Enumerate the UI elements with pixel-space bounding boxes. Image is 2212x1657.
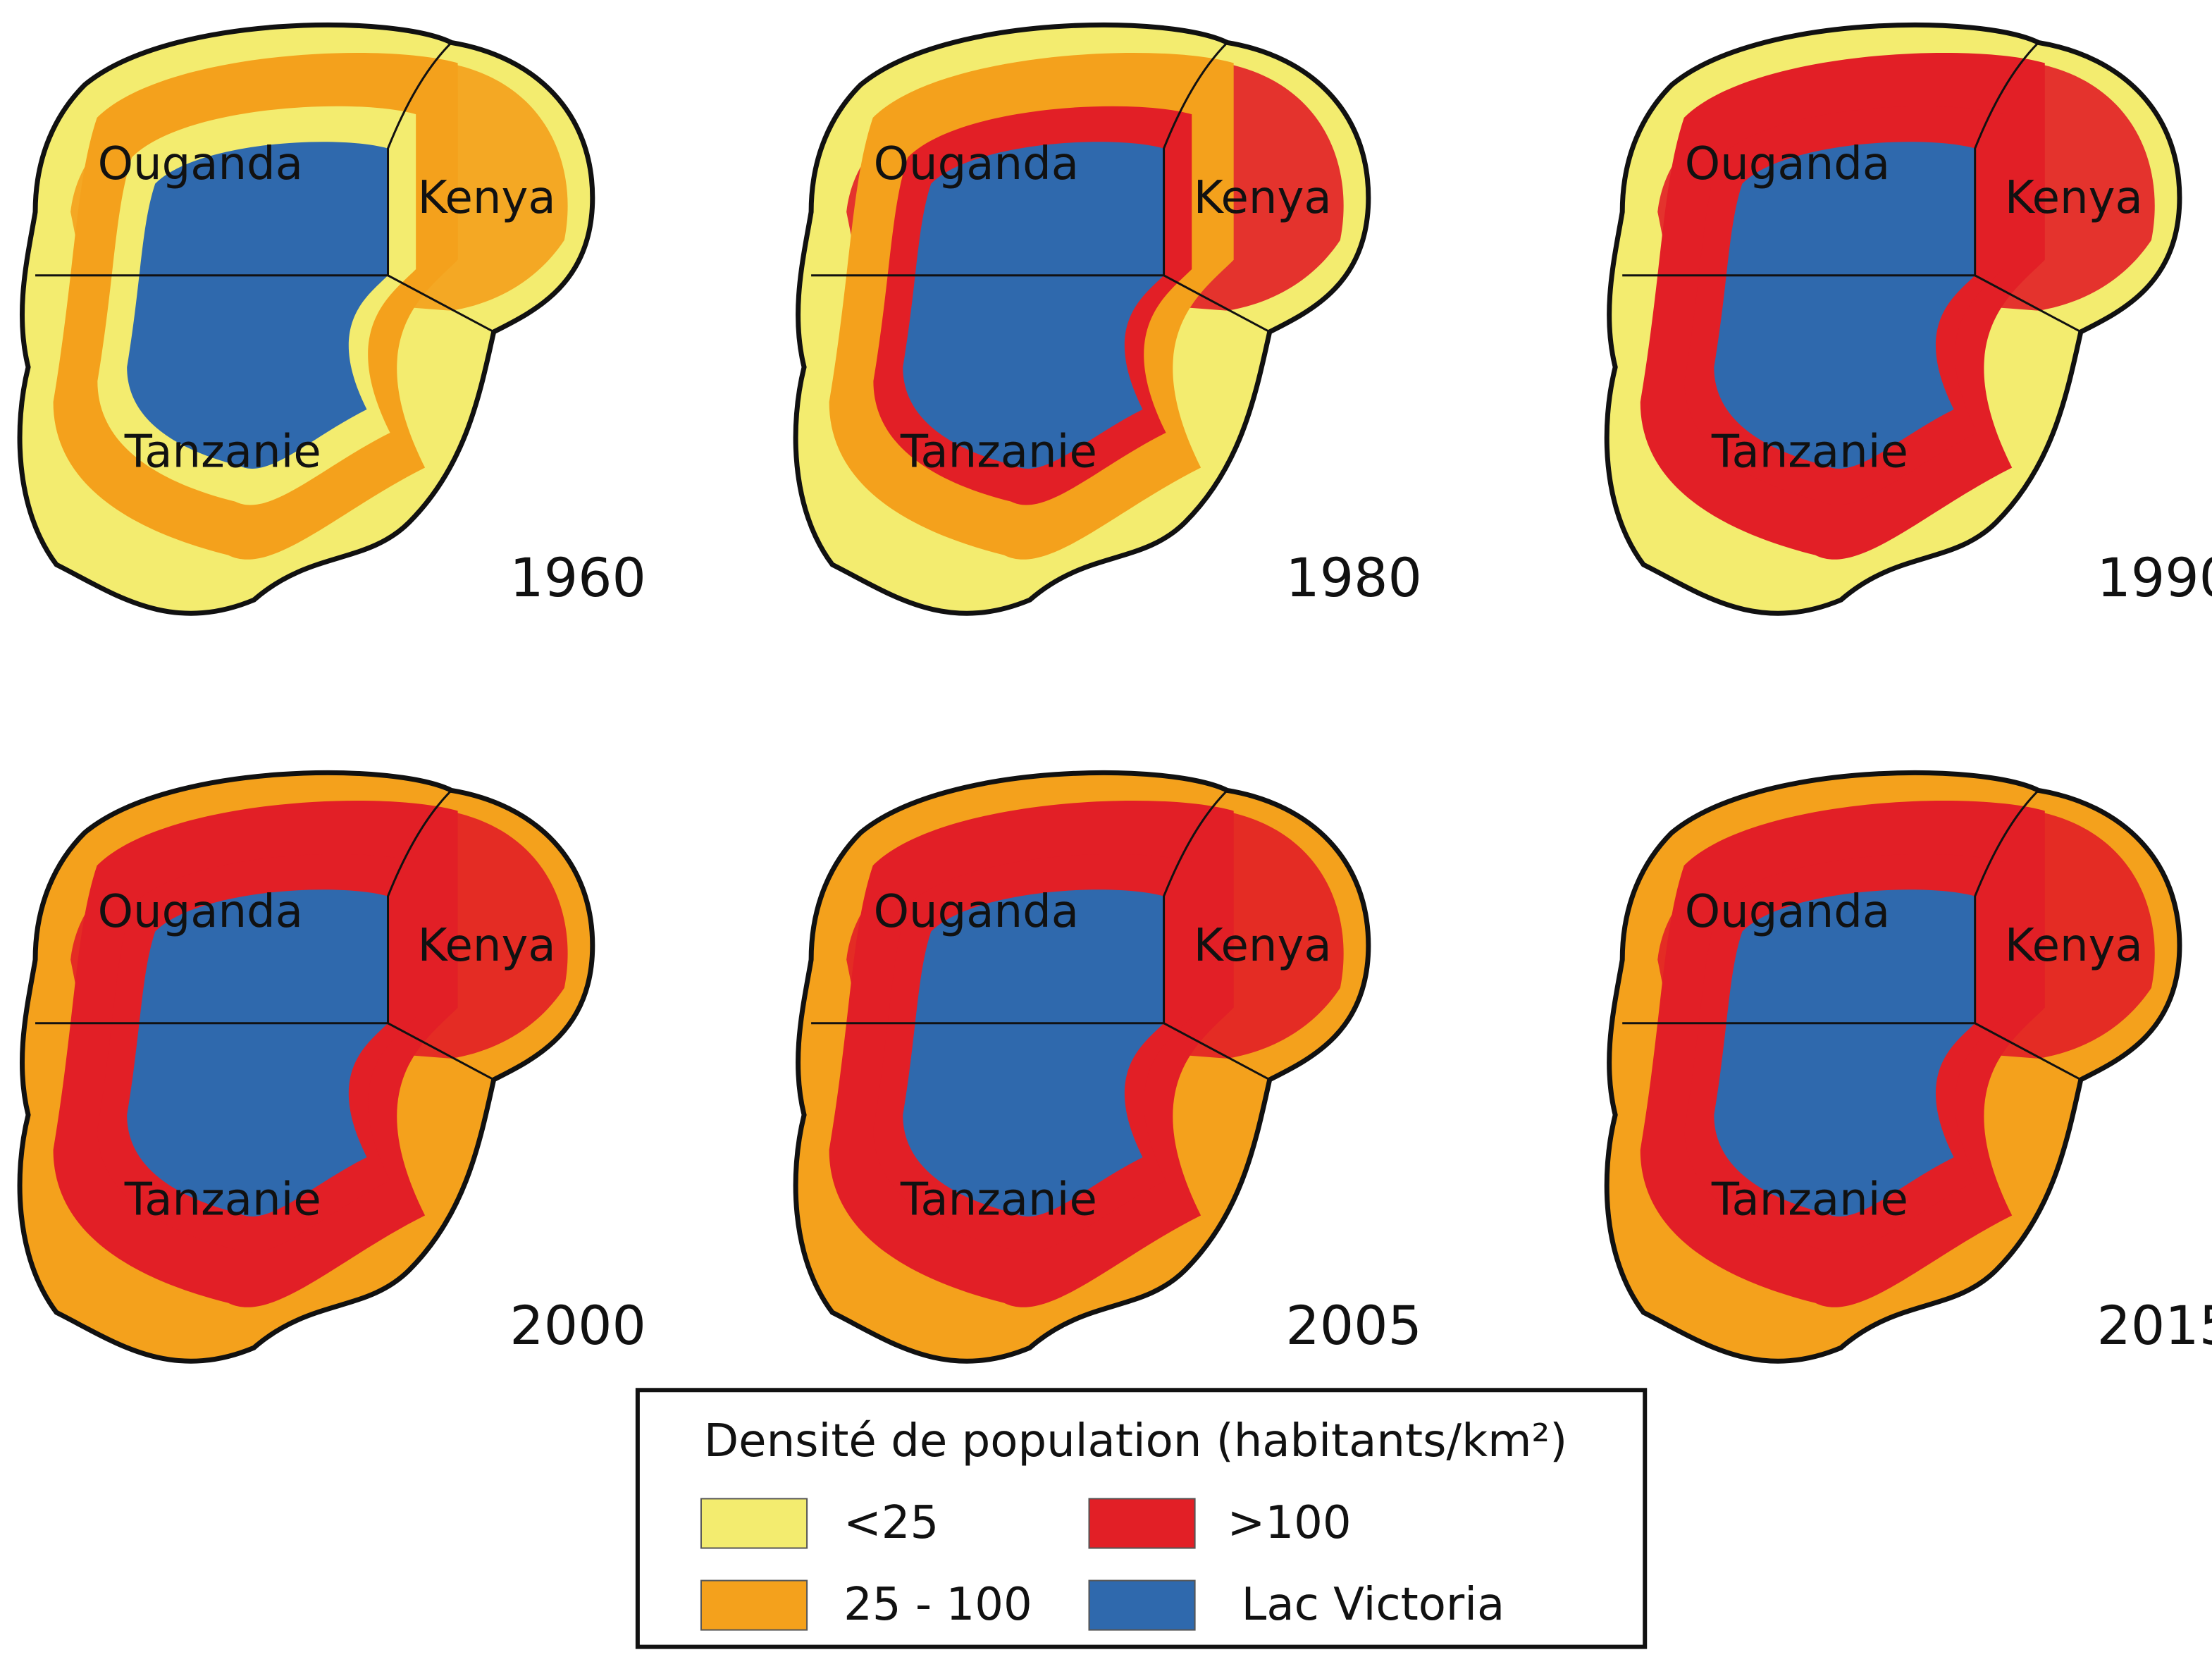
lake-victoria xyxy=(127,889,388,1217)
legend-title: Densité de population (habitants/km²) xyxy=(704,1415,1567,1467)
legend: Densité de population (habitants/km²) <2… xyxy=(635,1388,1648,1649)
country-label: Kenya xyxy=(2005,920,2143,972)
border xyxy=(811,789,1271,1081)
map-panel: Ouganda Kenya Tanzanie 2005 xyxy=(793,770,1422,1364)
country-label: Tanzanie xyxy=(1711,1174,1908,1226)
map-outline xyxy=(17,770,595,1364)
map-outline xyxy=(793,770,1371,1364)
map-outline xyxy=(1604,22,2182,616)
border xyxy=(811,42,1271,333)
country-label: Tanzanie xyxy=(124,1174,321,1226)
map-fill xyxy=(796,25,1368,614)
map-panel: Ouganda Kenya Tanzanie 1960 xyxy=(17,22,646,616)
country-label: Ouganda xyxy=(98,886,303,938)
legend-swatch xyxy=(700,1498,808,1549)
lake-victoria xyxy=(903,142,1164,469)
lake-victoria xyxy=(127,142,388,469)
year-label: 1990 xyxy=(2096,546,2212,609)
map-outline xyxy=(793,22,1371,616)
year-label: 1960 xyxy=(509,546,646,609)
map-panel: Ouganda Kenya Tanzanie 1990 xyxy=(1604,22,2212,616)
country-label: Ouganda xyxy=(874,138,1079,190)
border xyxy=(35,789,495,1081)
legend-swatch xyxy=(1088,1579,1196,1631)
country-label: Ouganda xyxy=(98,138,303,190)
country-label: Ouganda xyxy=(1685,138,1890,190)
country-label: Kenya xyxy=(2005,172,2143,224)
map-fill xyxy=(796,772,1368,1362)
year-label: 2000 xyxy=(509,1294,646,1357)
map-fill xyxy=(1607,25,2180,614)
year-label: 2005 xyxy=(1285,1294,1422,1357)
country-label: Tanzanie xyxy=(900,426,1097,479)
lake-victoria xyxy=(903,889,1164,1217)
country-label: Ouganda xyxy=(1685,886,1890,938)
legend-swatch xyxy=(1088,1498,1196,1549)
border xyxy=(1622,42,2082,333)
map-panel: Ouganda Kenya Tanzanie 1980 xyxy=(793,22,1422,616)
year-label: 2015 xyxy=(2096,1294,2212,1357)
country-label: Tanzanie xyxy=(124,426,321,479)
lake-victoria xyxy=(1714,889,1975,1217)
map-fill xyxy=(20,25,593,614)
map-fill xyxy=(1607,772,2180,1362)
legend-swatch xyxy=(700,1579,808,1631)
map-outline xyxy=(17,22,595,616)
country-label: Tanzanie xyxy=(900,1174,1097,1226)
country-label: Kenya xyxy=(418,920,556,972)
country-label: Kenya xyxy=(1194,920,1332,972)
border xyxy=(1622,789,2082,1081)
map-panel: Ouganda Kenya Tanzanie 2000 xyxy=(17,770,646,1364)
country-label: Kenya xyxy=(418,172,556,224)
map-fill xyxy=(20,772,593,1362)
legend-label: Lac Victoria xyxy=(1242,1579,1505,1631)
map-panels: Ouganda Kenya Tanzanie 1960 Ouganda Kenya Tanz… xyxy=(17,22,2212,1364)
map-outline xyxy=(1604,770,2182,1364)
lake-victoria xyxy=(1714,142,1975,469)
country-label: Tanzanie xyxy=(1711,426,1908,479)
border xyxy=(35,42,495,333)
country-label: Ouganda xyxy=(874,886,1079,938)
map-panel: Ouganda Kenya Tanzanie 2015 xyxy=(1604,770,2212,1364)
country-label: Kenya xyxy=(1194,172,1332,224)
legend-label: 25 - 100 xyxy=(844,1579,1032,1631)
year-label: 1980 xyxy=(1285,546,1422,609)
legend-label: <25 xyxy=(844,1497,939,1549)
legend-label: >100 xyxy=(1228,1497,1352,1549)
